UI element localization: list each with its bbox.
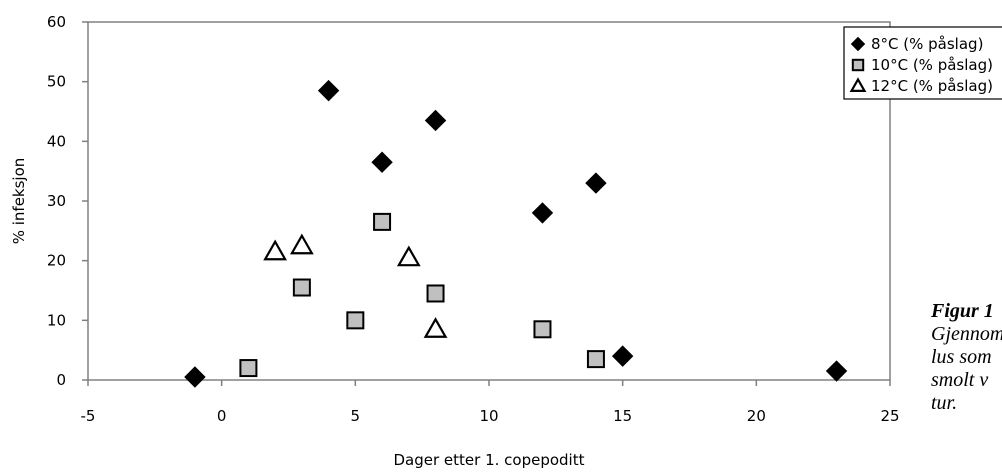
data-point-series-1 xyxy=(611,345,634,367)
y-axis-title: % infeksjon xyxy=(10,158,28,245)
figure-caption: Figur 1 Gjennom lus som smolt v tur. xyxy=(931,300,1002,415)
data-point-series-1 xyxy=(531,202,554,224)
caption-line: Gjennom xyxy=(931,323,1002,345)
data-point-series-1 xyxy=(184,366,206,388)
x-tick-label: 15 xyxy=(613,407,632,425)
x-axis: -5 0 5 10 15 20 25 xyxy=(81,380,900,425)
caption-line: tur. xyxy=(931,392,958,414)
caption-line: smolt v xyxy=(931,369,989,391)
data-point-series-1 xyxy=(424,109,447,132)
data-point-series-1 xyxy=(585,172,607,194)
y-tick-label: 30 xyxy=(47,192,66,210)
legend-box xyxy=(843,26,1002,100)
legend-label: 10°C (% påslag) xyxy=(871,56,993,74)
data-markers xyxy=(184,79,848,388)
y-tick-label: 40 xyxy=(47,132,66,150)
x-axis-title: Dager etter 1. copepoditt xyxy=(394,451,585,469)
x-tick-label: 5 xyxy=(351,407,361,425)
x-tick-label: -5 xyxy=(81,407,96,425)
y-axis: 0 10 20 30 40 50 60 xyxy=(47,13,88,389)
data-point-series-3 xyxy=(289,233,314,255)
data-point-series-2 xyxy=(373,212,392,231)
legend-marker-1 xyxy=(850,36,866,52)
legend-label: 8°C (% påslag) xyxy=(871,35,983,53)
data-point-series-2 xyxy=(533,320,552,339)
data-point-series-2 xyxy=(426,284,445,303)
x-tick-label: 0 xyxy=(217,407,227,425)
legend-marker-2 xyxy=(851,58,865,72)
data-point-series-1 xyxy=(371,151,393,173)
legend: 8°C (% påslag) 10°C (% påslag) 12°C (% pås… xyxy=(843,26,1002,100)
data-point-series-2 xyxy=(239,359,258,378)
data-point-series-2 xyxy=(586,350,605,369)
y-tick-label: 10 xyxy=(47,311,66,329)
y-tick-label: 50 xyxy=(47,73,66,91)
y-tick-label: 20 xyxy=(47,252,66,270)
data-point-series-1 xyxy=(825,360,848,382)
y-tick-label: 0 xyxy=(56,371,66,389)
x-tick-label: 20 xyxy=(747,407,766,425)
data-point-series-2 xyxy=(346,311,365,330)
data-point-series-3 xyxy=(263,239,288,261)
legend-label: 12°C (% påslag) xyxy=(871,77,993,95)
data-point-series-2 xyxy=(292,278,311,297)
data-point-series-1 xyxy=(317,79,340,102)
legend-marker-3 xyxy=(849,77,867,92)
data-point-series-3 xyxy=(423,317,448,338)
caption-title: Figur 1 xyxy=(931,300,994,322)
x-tick-label: 25 xyxy=(880,407,899,425)
data-point-series-3 xyxy=(396,245,421,267)
plot-area xyxy=(87,21,891,381)
x-tick-label: 10 xyxy=(479,407,498,425)
y-tick-label: 60 xyxy=(47,13,66,31)
caption-line: lus som xyxy=(931,346,992,368)
